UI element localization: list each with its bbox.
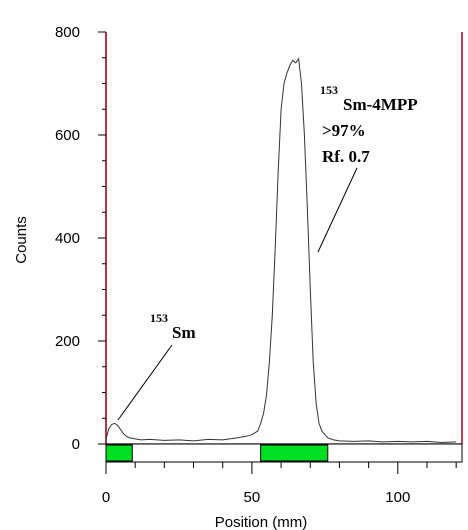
- y-tick-label: 200: [55, 333, 80, 350]
- y-tick-label: 400: [55, 230, 80, 247]
- annotation-2-line-2: >97%: [322, 121, 366, 140]
- x-tick-label: 50: [244, 489, 261, 506]
- annotation-2-sup: 153: [320, 83, 338, 97]
- annotation-1-leader: [117, 344, 173, 421]
- annotation-2-line-1: Sm-4MPP: [343, 95, 418, 114]
- x-axis-title: Position (mm): [215, 514, 308, 530]
- y-axis-title: Counts: [13, 216, 30, 264]
- x-ticks: 0 50 100: [102, 462, 457, 506]
- y-tick-label: 800: [55, 24, 80, 41]
- region-bar: [260, 444, 329, 462]
- y-tick-label: 0: [72, 436, 80, 453]
- y-ticks: 0 200 400 600 800: [55, 24, 106, 453]
- region-bar: [105, 444, 133, 462]
- regions: [105, 444, 329, 462]
- x-tick-label: 0: [102, 489, 110, 506]
- y-tick-label: 600: [55, 127, 80, 144]
- series-line: [105, 57, 457, 444]
- annotation-1-sup: 153: [150, 311, 168, 325]
- annotation-1-line-1: Sm: [172, 323, 196, 342]
- annotation-2-leader: [317, 167, 358, 253]
- x-tick-label: 100: [385, 489, 410, 506]
- annotation-2-line-3: Rf. 0.7: [322, 147, 370, 166]
